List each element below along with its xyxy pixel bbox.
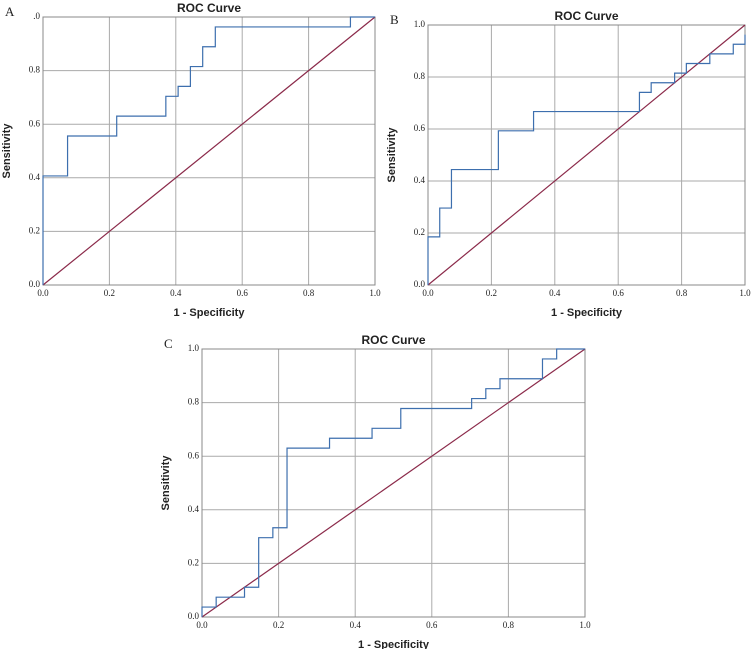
y-axis-label: Sensitivity — [386, 127, 398, 183]
x-axis-label: 1 - Specificity — [551, 307, 623, 319]
y-tick-label: 0.8 — [29, 65, 41, 75]
x-axis-label: 1 - Specificity — [358, 639, 430, 649]
x-tick-label: 0.2 — [486, 288, 497, 298]
x-tick-label: 0.6 — [426, 620, 438, 630]
x-axis-label: 1 - Specificity — [174, 307, 246, 319]
roc-curve — [42, 16, 375, 285]
y-tick-label: 1.0 — [414, 19, 426, 29]
y-tick-label: 0.2 — [414, 227, 425, 237]
y-tick-label: 0.0 — [188, 611, 200, 621]
x-tick-label: 0.6 — [237, 288, 249, 298]
y-tick-label: 0.6 — [188, 450, 200, 460]
x-tick-label: 0.2 — [273, 620, 284, 630]
y-tick-label: 0.4 — [188, 504, 200, 514]
x-tick-label: 0.8 — [676, 288, 688, 298]
panel-label: C — [164, 336, 173, 351]
x-tick-label: 1.0 — [369, 288, 381, 298]
chart-title: ROC Curve — [554, 9, 618, 23]
x-tick-label: 0.4 — [170, 288, 182, 298]
y-tick-label: 0.2 — [188, 557, 199, 567]
x-tick-label: 0.4 — [549, 288, 561, 298]
x-tick-label: 1.0 — [739, 288, 751, 298]
y-tick-label: 0.6 — [414, 123, 426, 133]
chart-title: ROC Curve — [361, 333, 425, 347]
y-tick-label: 0.8 — [188, 397, 200, 407]
y-tick-label: .0 — [33, 11, 40, 21]
y-axis-label: Sensitivity — [160, 455, 172, 511]
reference-line — [42, 16, 376, 286]
y-tick-label: 0.4 — [29, 172, 41, 182]
x-tick-label: 1.0 — [579, 620, 591, 630]
reference-line — [427, 24, 746, 286]
y-tick-label: 0.4 — [414, 175, 426, 185]
roc-curve — [427, 34, 746, 285]
roc-curve — [201, 348, 585, 617]
x-tick-label: 0.6 — [613, 288, 625, 298]
reference-line — [201, 348, 586, 618]
chart-title: ROC Curve — [177, 1, 241, 15]
y-tick-label: 0.0 — [414, 279, 426, 289]
x-tick-label: 0.0 — [37, 288, 49, 298]
plot-frame — [42, 16, 376, 286]
panel-label: A — [5, 4, 15, 19]
x-tick-label: 0.0 — [422, 288, 434, 298]
x-tick-label: 0.4 — [350, 620, 362, 630]
panel-label: B — [390, 12, 399, 27]
y-tick-label: 0.0 — [29, 279, 41, 289]
y-tick-label: 0.2 — [29, 225, 40, 235]
x-tick-label: 0.0 — [196, 620, 208, 630]
y-tick-label: 0.6 — [29, 118, 41, 128]
x-tick-label: 0.2 — [104, 288, 115, 298]
y-tick-label: 1.0 — [188, 343, 200, 353]
plot-frame — [427, 24, 746, 286]
y-tick-label: 0.8 — [414, 71, 426, 81]
x-tick-label: 0.8 — [303, 288, 315, 298]
x-tick-label: 0.8 — [503, 620, 515, 630]
plot-frame — [201, 348, 586, 618]
y-axis-label: Sensitivity — [1, 123, 13, 179]
